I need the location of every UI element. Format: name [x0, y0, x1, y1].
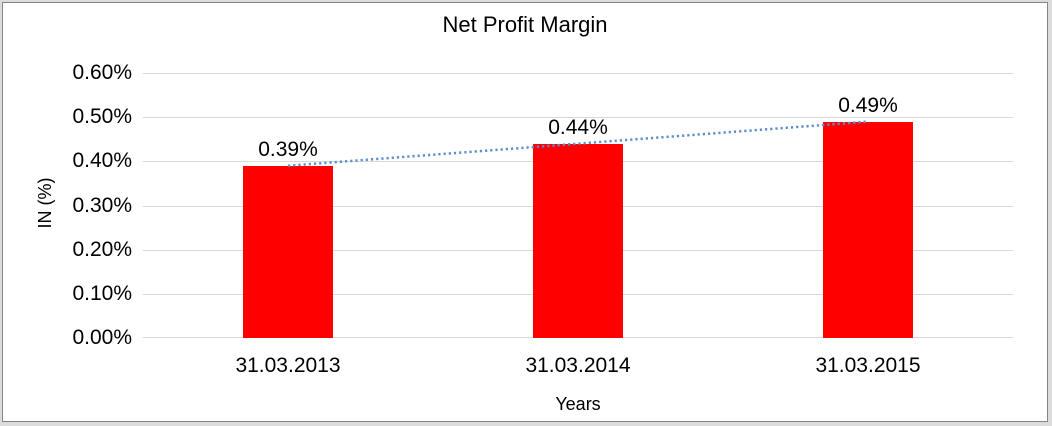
y-axis-tick-label: 0.00% — [72, 326, 132, 349]
x-axis-tick-label: 31.03.2013 — [235, 354, 341, 377]
y-axis-tick-label: 0.50% — [72, 105, 132, 128]
y-axis-title: IN (%) — [35, 177, 55, 229]
bar-31.03.2015 — [823, 121, 913, 338]
y-axis-tick-label: 0.60% — [72, 61, 132, 84]
bar-data-label: 0.44% — [548, 115, 608, 139]
bar-data-label: 0.49% — [838, 93, 898, 117]
y-axis-tick-label: 0.40% — [72, 149, 132, 172]
gridline — [143, 117, 1013, 118]
bar-31.03.2013 — [243, 165, 333, 338]
gridline — [143, 73, 1013, 74]
y-axis-tick-label: 0.20% — [72, 238, 132, 261]
y-axis-tick-label: 0.30% — [72, 194, 132, 217]
bar-data-label: 0.39% — [258, 137, 318, 161]
x-axis-title: Years — [555, 394, 601, 414]
chart-title: Net Profit Margin — [442, 12, 608, 37]
trendline — [287, 120, 869, 167]
x-axis-tick-label: 31.03.2014 — [525, 354, 631, 377]
y-axis-tick-label: 0.10% — [72, 282, 132, 305]
plot-area: 0.39% 0.44% 0.49% — [143, 73, 1013, 338]
bar-31.03.2014 — [533, 143, 623, 338]
x-axis-tick-label: 31.03.2015 — [815, 354, 921, 377]
